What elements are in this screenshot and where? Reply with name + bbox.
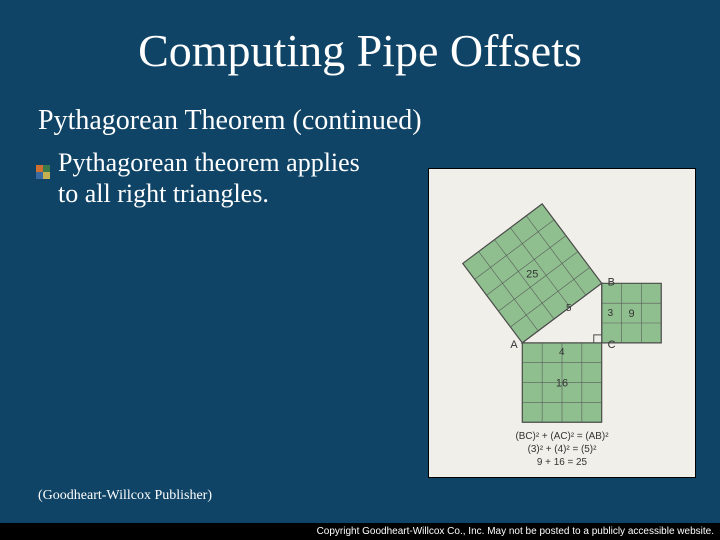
svg-text:B: B bbox=[608, 276, 615, 288]
svg-text:9: 9 bbox=[628, 308, 634, 320]
attribution: (Goodheart-Willcox Publisher) bbox=[38, 488, 212, 504]
svg-text:25: 25 bbox=[526, 268, 538, 280]
slide-title: Computing Pipe Offsets bbox=[0, 0, 720, 87]
copyright-bar: Copyright Goodheart-Willcox Co., Inc. Ma… bbox=[0, 523, 720, 540]
svg-text:9 + 16 = 25: 9 + 16 = 25 bbox=[537, 457, 588, 468]
svg-text:(3)² + (4)² = (5)²: (3)² + (4)² = (5)² bbox=[528, 444, 597, 455]
svg-text:4: 4 bbox=[559, 347, 565, 358]
svg-text:5: 5 bbox=[566, 303, 572, 314]
svg-text:C: C bbox=[608, 339, 616, 351]
svg-text:3: 3 bbox=[608, 308, 614, 319]
pythagoras-diagram: A B C 4 3 5 25 9 16 (BC)² + (AC)² = (AB)² (3)² + (… bbox=[428, 168, 696, 478]
svg-text:A: A bbox=[510, 339, 518, 351]
slide-subtitle: Pythagorean Theorem (continued) bbox=[0, 87, 720, 137]
bullet-icon bbox=[36, 155, 50, 169]
svg-text:(BC)² + (AC)² = (AB)²: (BC)² + (AC)² = (AB)² bbox=[515, 431, 609, 442]
svg-text:16: 16 bbox=[556, 378, 568, 390]
slide-body: Pythagorean theorem applies to all right… bbox=[0, 137, 380, 209]
slide-body-text: Pythagorean theorem applies to all right… bbox=[58, 148, 360, 208]
